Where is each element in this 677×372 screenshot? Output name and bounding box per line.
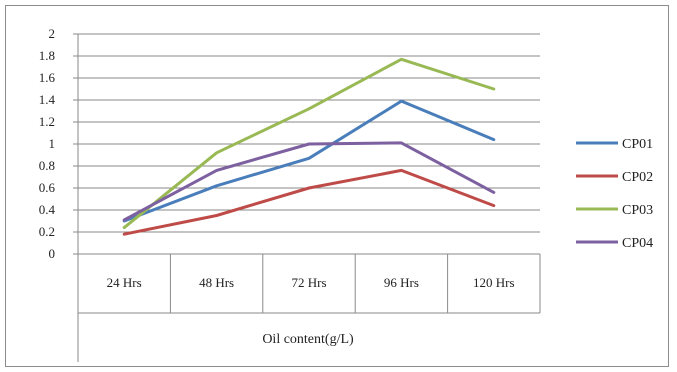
- legend-label-cp04: CP04: [622, 236, 653, 251]
- x-category-label: 72 Hrs: [291, 275, 326, 290]
- y-tick-label: 0.4: [39, 202, 56, 217]
- gridlines: [78, 33, 540, 255]
- series-line-cp02: [122, 168, 496, 236]
- x-axis-table: 24 Hrs 48 Hrs 72 Hrs 96 Hrs 120 Hrs: [77, 254, 541, 362]
- legend-label-cp03: CP03: [622, 203, 653, 218]
- y-tick-label: 0.2: [39, 224, 55, 239]
- y-tick-label: 0: [49, 246, 56, 261]
- x-category-label: 96 Hrs: [384, 275, 419, 290]
- x-axis-title: Oil content(g/L): [262, 332, 354, 347]
- y-tick-label: 1: [49, 136, 56, 151]
- legend-label-cp02: CP02: [622, 170, 653, 185]
- y-tick-label: 1.4: [39, 92, 56, 107]
- legend: CP01 CP02 CP03 CP04: [576, 137, 653, 251]
- series-line-cp03: [122, 57, 496, 230]
- x-category-label: 24 Hrs: [107, 275, 142, 290]
- chart-frame: [5, 5, 669, 367]
- y-axis: 0 0.2 0.4 0.6 0.8 1 1.2 1.4 1.6 1.8 2: [39, 26, 79, 261]
- y-tick-label: 1.6: [39, 70, 56, 85]
- x-category-label: 120 Hrs: [473, 275, 515, 290]
- y-tick-label: 1.8: [39, 48, 55, 63]
- series-lines: [122, 57, 496, 236]
- y-tick-label: 0.6: [39, 180, 56, 195]
- series-line-cp01: [122, 99, 496, 223]
- legend-label-cp01: CP01: [622, 137, 653, 152]
- y-tick-label: 1.2: [39, 114, 55, 129]
- y-tick-label: 2: [49, 26, 56, 41]
- x-category-label: 48 Hrs: [199, 275, 234, 290]
- y-tick-label: 0.8: [39, 158, 55, 173]
- series-line-cp04: [122, 141, 496, 222]
